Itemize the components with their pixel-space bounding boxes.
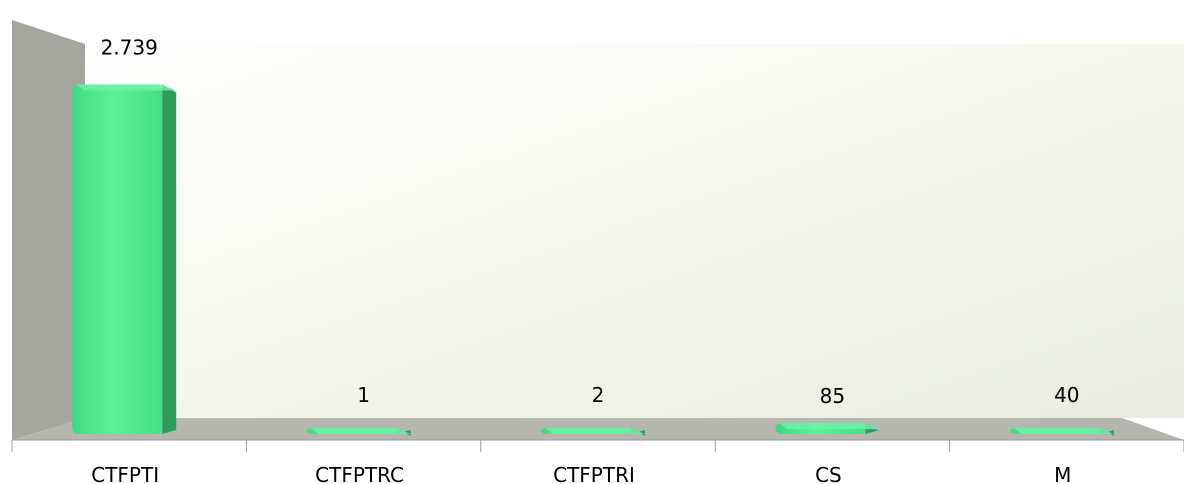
data-label-cs: 85 <box>820 384 845 408</box>
bar-front <box>72 84 163 434</box>
data-label-m: 40 <box>1054 383 1079 407</box>
bar-top <box>545 428 645 434</box>
x-tick-label-cs: CS <box>815 463 842 484</box>
data-label-ctfptri: 2 <box>592 383 605 407</box>
bar-top <box>310 428 411 434</box>
bar-ctfptrc <box>306 428 411 436</box>
bar-top <box>779 423 880 430</box>
bars-group <box>72 84 1114 436</box>
bar-top <box>76 84 177 91</box>
chart-side-wall <box>12 20 85 440</box>
x-tick-label-ctfptri: CTFPTRI <box>553 463 635 484</box>
bar-ctfptri <box>541 428 645 436</box>
bar-side <box>162 84 177 434</box>
bar-cs <box>775 423 880 434</box>
chart-back-wall <box>85 44 1184 418</box>
bar-ctfpti <box>72 84 177 434</box>
x-axis-ticks <box>11 440 1184 452</box>
x-tick-label-ctfpti: CTFPTI <box>91 463 159 484</box>
x-tick-label-m: M <box>1054 463 1071 484</box>
data-label-ctfptrc: 1 <box>357 383 370 407</box>
bar-top <box>1013 428 1114 434</box>
labels-group: 2.739 CTFPTI 1 CTFPTRC 2 CTFPTRI 85 CS 40 M <box>91 36 1079 484</box>
x-tick-label-ctfptrc: CTFPTRC <box>315 463 404 484</box>
bar-m <box>1009 428 1114 436</box>
data-label-ctfpti: 2.739 <box>101 36 158 60</box>
